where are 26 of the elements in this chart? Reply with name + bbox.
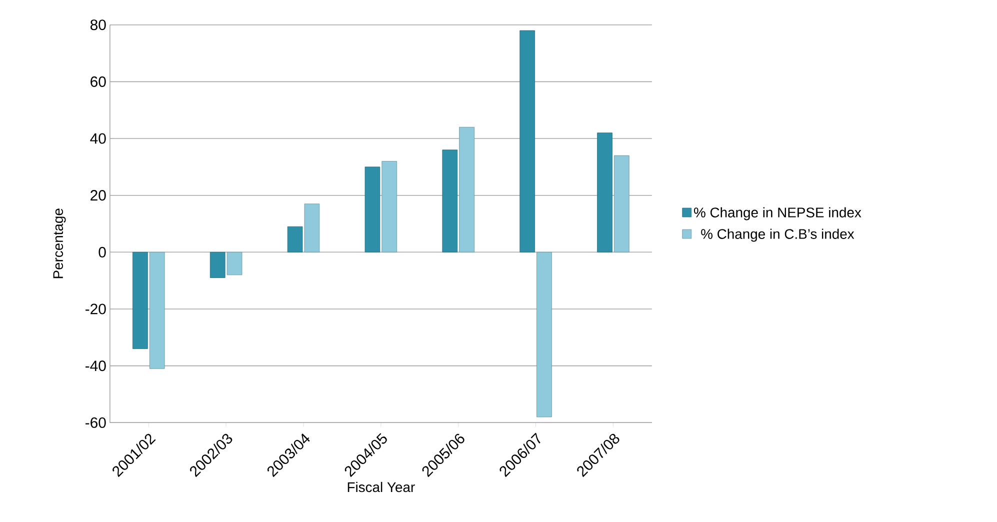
bar xyxy=(364,166,380,252)
y-tick-label: 20 xyxy=(90,190,106,201)
bar xyxy=(132,252,148,349)
bar xyxy=(614,155,630,252)
legend-label: % Change in NEPSE index xyxy=(694,207,862,220)
bar xyxy=(210,252,226,278)
y-tick-label: 0 xyxy=(98,246,106,258)
y-tick-label: 40 xyxy=(90,133,106,144)
y-tick-label: 80 xyxy=(90,20,106,30)
bar xyxy=(226,252,242,276)
x-axis-title: Fiscal Year xyxy=(348,482,415,492)
bar xyxy=(597,132,612,252)
y-tick-label: -40 xyxy=(86,360,106,372)
bar xyxy=(382,160,398,252)
bar xyxy=(287,226,303,252)
bar xyxy=(442,150,458,252)
y-axis-title: Percentage xyxy=(53,208,66,278)
legend-label: % Change in C.B’s index xyxy=(701,228,854,242)
bar xyxy=(459,126,474,252)
y-tick-label: -60 xyxy=(86,417,106,428)
y-tick-label: 60 xyxy=(90,76,106,87)
bar xyxy=(149,252,165,369)
bar xyxy=(520,30,535,252)
bar xyxy=(536,252,552,418)
y-tick-label: -20 xyxy=(86,304,106,314)
bar xyxy=(304,204,320,252)
